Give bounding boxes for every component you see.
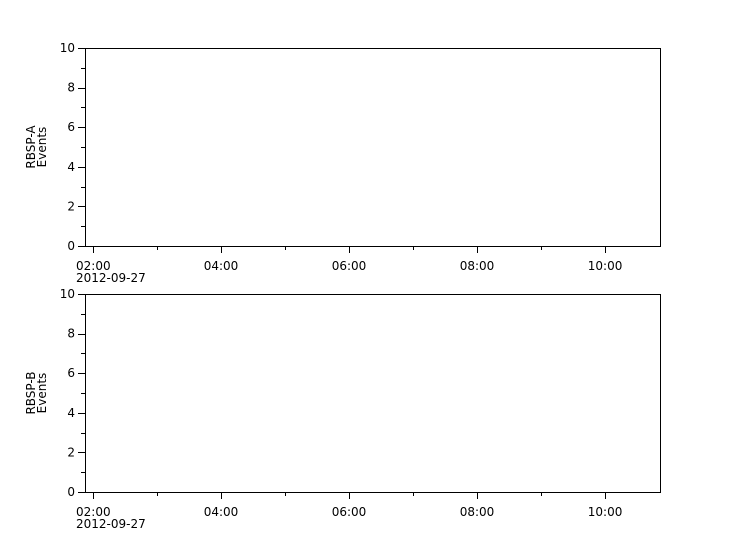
x-tick-label: 04:00 [204,505,239,519]
y-tick-label: 10 [60,41,75,55]
y-axis-label: RBSP-B [24,371,38,414]
y-tick-label: 6 [67,120,75,134]
y-tick-label: 4 [67,160,75,174]
x-tick-label: 02:00 [76,259,111,273]
y-tick-label: 0 [67,239,75,253]
y-tick-label: 4 [67,406,75,420]
x-tick-label: 06:00 [332,259,367,273]
y-axis-label: Events [35,127,49,168]
x-tick-label: 06:00 [332,505,367,519]
date-label: 2012-09-27 [76,517,146,531]
panel-1: 0 2 4 6 8 10 02:00 04:00 06:00 08:00 10:00 2012-09-… [24,41,661,285]
y-tick-label: 0 [67,485,75,499]
x-tick-label: 10:00 [588,259,623,273]
y-tick-label: 8 [67,327,75,341]
y-tick-label: 2 [67,199,75,213]
y-axis-label: RBSP-A [24,125,38,169]
x-tick-label: 08:00 [460,505,495,519]
x-tick-label: 02:00 [76,505,111,519]
x-tick-label: 08:00 [460,259,495,273]
y-tick-label: 6 [67,366,75,380]
plot-frame [85,294,661,493]
panel-2: 0 2 4 6 8 10 02:00 04:00 06:00 08:00 10:00 2012-09-… [24,287,661,531]
y-axis-label: Events [35,373,49,414]
y-tick-label: 10 [60,287,75,301]
y-tick-label: 2 [67,445,75,459]
x-tick-label: 04:00 [204,259,239,273]
date-label: 2012-09-27 [76,271,146,285]
y-tick-label: 8 [67,81,75,95]
plot-frame [85,48,661,247]
x-tick-label: 10:00 [588,505,623,519]
